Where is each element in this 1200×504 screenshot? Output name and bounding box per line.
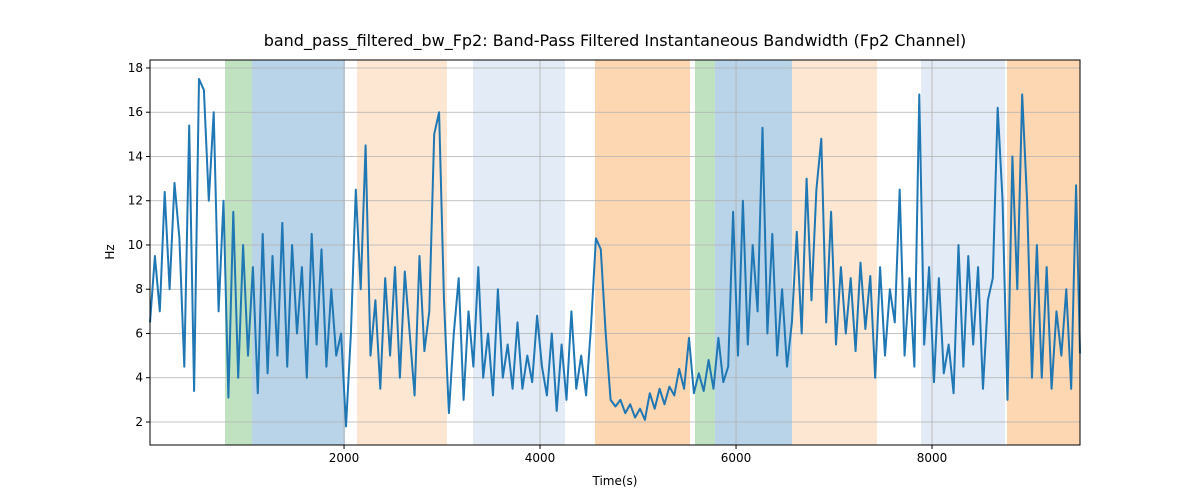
y-tick-label: 12	[128, 194, 143, 208]
y-tick-label: 16	[128, 105, 143, 119]
plot-frame	[149, 59, 1081, 446]
x-tick-label: 4000	[525, 451, 556, 465]
spans	[224, 60, 1080, 445]
y-tick-label: 18	[128, 61, 143, 75]
ticks: 2000 4000 6000 8000 2 4 6 8 10 12 14 16 18	[128, 61, 948, 465]
grid	[150, 60, 1080, 445]
y-tick-label: 10	[128, 238, 143, 252]
x-tick-label: 2000	[329, 451, 360, 465]
data-line	[149, 78, 1081, 428]
span	[791, 60, 877, 445]
y-tick-label: 8	[135, 282, 143, 296]
y-tick-label: 14	[128, 149, 143, 163]
span	[595, 60, 690, 445]
x-tick-label: 8000	[917, 451, 948, 465]
span	[920, 60, 1005, 445]
series	[149, 78, 1081, 428]
y-tick-label: 2	[135, 415, 143, 429]
y-tick-label: 6	[135, 326, 143, 340]
span	[473, 60, 566, 445]
span	[356, 60, 447, 445]
x-axis-label: Time(s)	[592, 474, 638, 488]
y-axis-label: Hz	[103, 244, 117, 259]
y-tick-label: 4	[135, 371, 143, 385]
x-tick-label: 6000	[721, 451, 752, 465]
span	[252, 60, 346, 445]
chart-title: band_pass_filtered_bw_Fp2: Band-Pass Fil…	[264, 31, 967, 51]
